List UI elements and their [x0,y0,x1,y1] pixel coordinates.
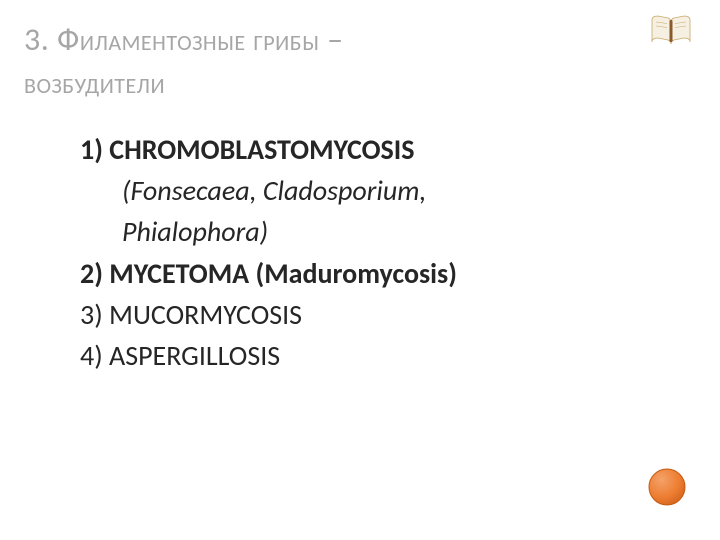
list-item-1: 1) CHROMOBLASTOMYCOSIS [80,130,680,169]
list-item-4: 4) ASPERGILLOSIS [80,336,680,375]
title-line-1: 3. Филаментозные грибы – [24,20,344,59]
slide-title: 3. Филаментозные грибы – возбудители [24,18,640,104]
list-item-1-sub-1: (Fonsecaea, Cladosporium, [80,171,680,210]
book-icon [650,14,692,46]
list-item-1-sub-2: Phialophora) [80,212,680,251]
content-list: 1) CHROMOBLASTOMYCOSIS (Fonsecaea, Clado… [80,130,680,377]
list-item-2: 2) MYCETOMA (Maduromycosis) [80,254,680,293]
slide: 3. Филаментозные грибы – возбудители 1) … [0,0,720,540]
title-line-2: возбудители [24,63,165,102]
list-item-3: 3) MUCORMYCOSIS [80,295,680,334]
accent-dot-icon [648,468,686,506]
